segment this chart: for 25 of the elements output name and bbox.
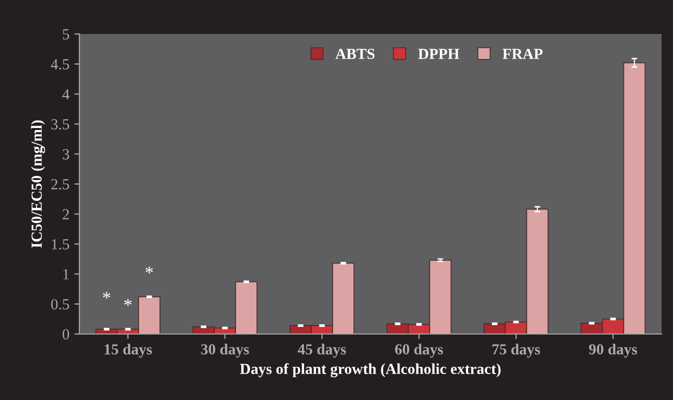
x-tick-label: 90 days	[589, 344, 638, 358]
annotation: *	[102, 292, 110, 299]
y-tick-label: 5	[62, 29, 70, 40]
y-tick-label: 2	[62, 209, 69, 220]
x-tick-label: 15 days	[104, 344, 152, 358]
y-tick-label: 0	[62, 329, 70, 340]
y-tick-label: 2.5	[51, 179, 70, 190]
y-tick-label: 0.5	[51, 299, 70, 310]
x-axis-title: Days of plant growth (Alcoholic extract)	[240, 363, 501, 378]
annotation: *	[146, 266, 153, 274]
x-tick-label: 45 days	[298, 344, 346, 358]
legend-label: DPPH	[418, 48, 460, 59]
legend-label: ABTS	[335, 48, 375, 60]
x-tick-label: 60 days	[395, 344, 444, 358]
y-tick-label: 4.5	[50, 59, 70, 70]
x-tick-label: 75 days	[492, 344, 540, 358]
y-tick-label: 1	[63, 269, 69, 280]
y-tick-label: 3	[62, 149, 70, 160]
annotation: *	[124, 299, 132, 306]
y-tick-label: 4	[62, 89, 70, 100]
y-tick-label: 1.5	[52, 239, 70, 250]
x-tick-label: 30 days	[201, 344, 249, 358]
y-tick-label: 3.5	[51, 119, 70, 130]
legend-label: FRAP	[502, 48, 543, 59]
y-axis-title: IC50/EC50 (mg/ml)	[31, 120, 46, 248]
